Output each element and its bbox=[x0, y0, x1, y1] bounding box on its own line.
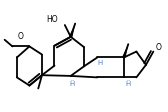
Text: O: O bbox=[156, 43, 161, 52]
Polygon shape bbox=[69, 24, 75, 37]
Text: HO: HO bbox=[46, 15, 57, 24]
Polygon shape bbox=[122, 44, 128, 58]
Text: Ḧ: Ḧ bbox=[70, 81, 75, 87]
Text: O: O bbox=[17, 32, 23, 41]
Text: H: H bbox=[98, 60, 103, 66]
Text: Ḧ: Ḧ bbox=[126, 81, 131, 87]
